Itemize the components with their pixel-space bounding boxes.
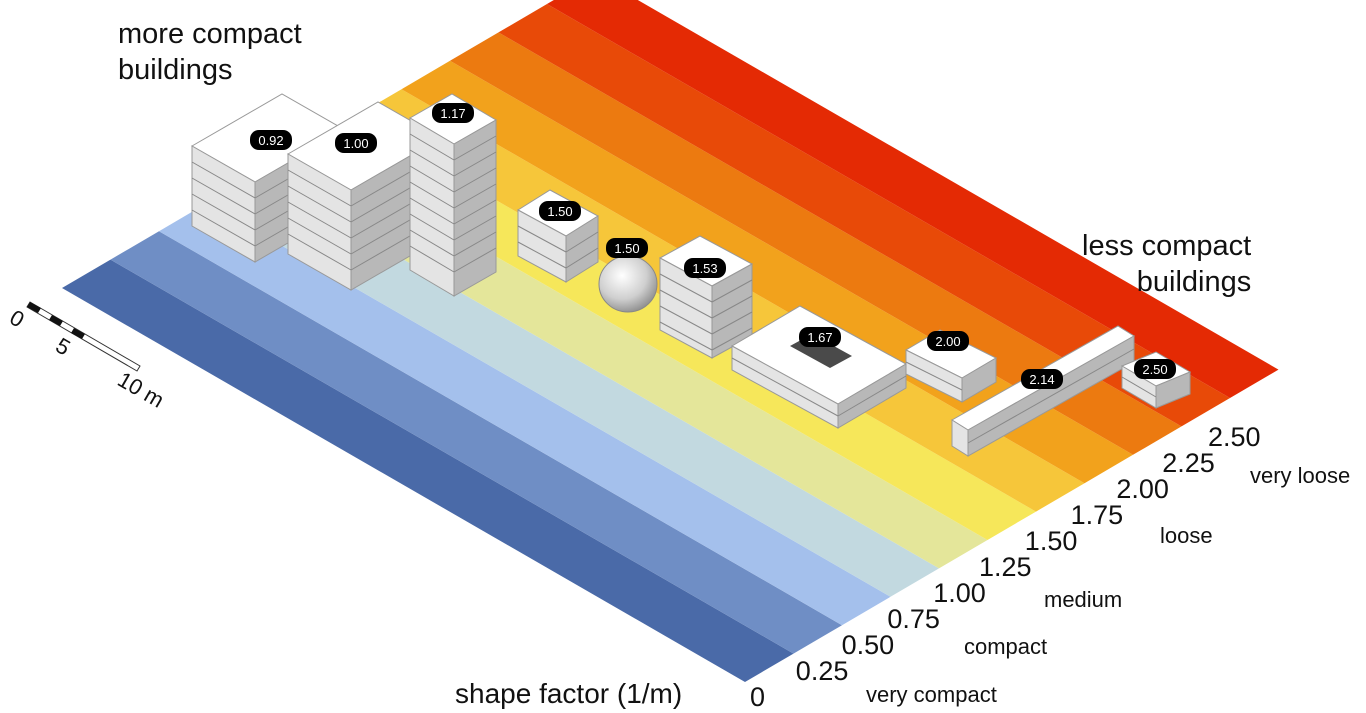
axis-tick-10: 2.50	[1208, 422, 1261, 452]
scale-label-0: 0	[6, 305, 29, 333]
band-10	[547, 0, 1279, 398]
value-label-text-1: 1.00	[343, 136, 368, 151]
axis-tick-6: 1.50	[1025, 526, 1078, 556]
axis-tick-1: 0.25	[796, 656, 849, 686]
value-label-text-6: 1.67	[807, 330, 832, 345]
axis-ticks: 0 0.250.500.751.001.251.501.752.002.252.5…	[750, 422, 1261, 712]
building-1-53	[658, 235, 754, 359]
category-medium: medium	[1044, 587, 1123, 612]
more-compact-line1: more compact	[118, 18, 302, 50]
value-label-3: 1.50	[539, 201, 581, 221]
axis-title: shape factor (1/m)	[455, 678, 683, 709]
value-label-8: 2.14	[1021, 369, 1063, 389]
scale-label-10m: 10 m	[114, 367, 169, 413]
scale-label-5: 5	[52, 333, 75, 361]
value-label-9: 2.50	[1134, 359, 1176, 379]
value-label-text-5: 1.53	[692, 261, 717, 276]
building-1-50-box	[517, 189, 599, 283]
axis-tick-3: 0.75	[887, 604, 940, 634]
value-labels: 0.92 1.00 1.17 1.50 1.50 1.53 1.67 2.00 2.14 2.50	[250, 103, 1176, 389]
band-2	[159, 202, 891, 626]
category-very-loose: very loose	[1250, 463, 1351, 488]
value-label-6: 1.67	[799, 327, 841, 347]
value-label-0: 0.92	[250, 130, 292, 150]
axis-tick-2: 0.50	[842, 630, 895, 660]
value-label-7: 2.00	[927, 331, 969, 351]
axis-tick-0: 0	[750, 682, 765, 712]
value-label-text-2: 1.17	[440, 106, 465, 121]
value-label-5: 1.53	[684, 258, 726, 278]
band-3	[207, 174, 939, 597]
value-label-text-4: 1.50	[614, 241, 639, 256]
more-compact-line2: buildings	[118, 54, 233, 86]
category-very-compact: very compact	[866, 682, 997, 707]
band-9	[498, 4, 1230, 427]
building-1-50-sphere	[598, 255, 658, 313]
axis-tick-4: 1.00	[933, 578, 986, 608]
axis-tick-5: 1.25	[979, 552, 1032, 582]
axis-tick-9: 2.25	[1162, 448, 1215, 478]
axis-tick-7: 1.75	[1071, 500, 1124, 530]
axis-tick-8: 2.00	[1116, 474, 1169, 504]
value-label-text-3: 1.50	[547, 204, 572, 219]
band-1	[110, 231, 842, 654]
category-compact: compact	[964, 634, 1048, 659]
less-compact-title: less compact buildings	[1082, 228, 1251, 300]
value-label-1: 1.00	[335, 133, 377, 153]
value-label-text-7: 2.00	[935, 334, 960, 349]
less-compact-line2: buildings	[1136, 266, 1252, 298]
building-1-17	[409, 93, 497, 297]
value-label-4: 1.50	[606, 238, 648, 258]
category-loose: loose	[1160, 523, 1213, 548]
value-label-text-0: 0.92	[258, 133, 283, 148]
more-compact-title: more compact buildings	[118, 16, 302, 88]
less-compact-line1: less compact	[1082, 230, 1252, 262]
value-label-text-8: 2.14	[1029, 372, 1054, 387]
band-0	[62, 259, 794, 682]
building-1-67	[730, 305, 908, 429]
value-label-text-9: 2.50	[1142, 362, 1167, 377]
value-label-2: 1.17	[432, 103, 474, 123]
band-8	[450, 32, 1182, 455]
